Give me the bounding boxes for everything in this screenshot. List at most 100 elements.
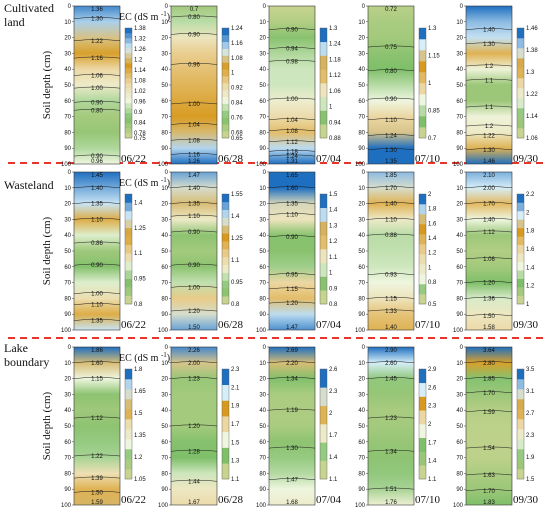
depth-tick-label: 80: [64, 471, 71, 477]
depth-tick-label: 80: [64, 130, 71, 136]
colorbar-swatch: [419, 50, 426, 62]
colorbar-swatch: [320, 405, 327, 425]
colorbar-swatch: [125, 202, 132, 212]
contour-label: 1.12: [286, 140, 298, 146]
depth-axis-label: Soil depth (cm): [41, 50, 53, 119]
depth-tick-label: 50: [64, 249, 71, 255]
contour-label: 1.60: [286, 186, 298, 192]
colorbar-swatch: [517, 409, 524, 420]
depth-tick-label: 30: [64, 51, 71, 57]
colorbar-swatch: [517, 419, 524, 430]
colorbar-tick-label: 1.1: [329, 477, 338, 483]
colorbar-swatch: [222, 256, 229, 266]
contour-label: 0.96: [91, 159, 103, 165]
ec-unit-label: EC (dS m -1): [119, 176, 170, 189]
colorbar-tick-label: 0.95: [231, 280, 243, 286]
depth-tick-label: 90: [64, 487, 71, 493]
contour-line: [465, 377, 513, 379]
colorbar-tick-label: 2.6: [428, 385, 437, 391]
depth-tick-label: 50: [259, 249, 266, 255]
colorbar-swatch: [222, 201, 229, 211]
depth-axis-label: Soil depth (cm): [41, 216, 53, 285]
depth-tick-label: 40: [358, 67, 365, 73]
colorbar-swatch: [517, 253, 524, 262]
colorbar-frame: [516, 27, 525, 139]
contour-label: 1.67: [188, 500, 200, 506]
colorbar-swatch: [125, 48, 132, 54]
colorbar-swatch: [222, 117, 229, 125]
colorbar-tick-label: 1.08: [134, 78, 146, 84]
colorbar-tick-label: 1.12: [329, 73, 341, 79]
depth-tick-label: 50: [161, 249, 168, 255]
contour-line: [268, 97, 316, 100]
colorbar-tick-label: 1.24: [231, 26, 243, 32]
profile-panels: Soil depth (cm) Soil depth (cm) Soil depth…: [8, 4, 545, 509]
panel-date-label: 07/10: [415, 153, 441, 165]
panel-0-1: 0.70.800.900.961.001.041.081.161.2601020…: [158, 4, 244, 168]
contour-line: [170, 186, 218, 189]
panel-2-3: 2.90 2.60 1.45 1.23 1.34 1.51 1.76 0 10 20 30 40 50 6…: [355, 345, 441, 509]
depth-tick-label: 70: [456, 456, 463, 462]
contour-line: [73, 39, 121, 42]
panel-date-label: 06/22: [121, 494, 146, 506]
colorbar-tick-label: 2: [526, 210, 530, 216]
colorbar-swatch: [517, 227, 524, 237]
colorbar-tick-label: 1.06: [329, 89, 341, 95]
depth-tick-label: 10: [161, 186, 168, 192]
colorbar-frame: [124, 368, 133, 480]
contour-label: 1.70: [385, 186, 397, 192]
colorbar-tick-label: 1.1: [134, 251, 143, 257]
colorbar-swatch: [222, 296, 229, 305]
contour-label: 1.2: [485, 124, 494, 130]
colorbar-swatch: [222, 225, 229, 234]
depth-tick-label: 30: [456, 392, 463, 398]
depth-tick-label: 60: [259, 99, 266, 105]
colorbar-swatch: [320, 41, 327, 56]
depth-tick-label: 20: [64, 202, 71, 208]
contour-line: [367, 118, 415, 121]
contour-line: [367, 97, 415, 100]
colorbar-swatch: [419, 94, 426, 106]
colorbar-swatch: [125, 369, 132, 380]
colorbar-tick-label: 1.3: [231, 459, 240, 465]
depth-tick-label: 60: [64, 99, 71, 105]
colorbar-swatch: [320, 460, 327, 480]
colorbar-tick-label: 1.15: [428, 54, 440, 60]
colorbar-frame: [124, 193, 133, 305]
colorbar-frame: [319, 27, 328, 139]
depth-tick-label: 70: [358, 115, 365, 121]
contour-label: 1.16: [91, 56, 103, 62]
contour-line: [170, 285, 218, 288]
depth-tick-label: 10: [456, 361, 463, 367]
contour-line: [465, 42, 513, 45]
contour-label: 1.35: [91, 319, 103, 325]
colorbar-swatch: [419, 28, 426, 40]
colorbar-swatch: [517, 278, 524, 288]
profile-fill: [73, 346, 121, 506]
colorbar-swatch: [125, 88, 132, 94]
colorbar-swatch: [125, 103, 132, 109]
colorbar-swatch: [320, 28, 327, 43]
colorbar-tick-label: 1.24: [329, 42, 341, 48]
colorbar-tick-label: 1.18: [329, 57, 341, 63]
depth-tick-label: 30: [259, 217, 266, 223]
depth-tick-label: 30: [358, 217, 365, 223]
contour-label: 2.20: [286, 361, 298, 367]
profile-fill: [367, 346, 415, 506]
depth-tick-label: 10: [64, 186, 71, 192]
depth-tick-label: 60: [161, 99, 168, 105]
colorbar-tick-label: 0.84: [231, 101, 243, 107]
depth-tick-label: 40: [358, 408, 365, 414]
depth-tick-label: 0: [263, 4, 267, 10]
contour-line: [465, 217, 513, 220]
colorbar-swatch: [125, 133, 132, 139]
colorbar-swatch: [222, 416, 229, 433]
depth-tick-label: 40: [358, 233, 365, 239]
colorbar-swatch: [125, 261, 132, 271]
contour-label: 1.15: [385, 296, 397, 302]
depth-tick-label: 90: [358, 487, 365, 493]
depth-tick-label: 30: [161, 217, 168, 223]
contour-label: 1.20: [188, 309, 200, 315]
contour-label: 1.36: [91, 7, 103, 13]
contour-line: [170, 424, 218, 427]
